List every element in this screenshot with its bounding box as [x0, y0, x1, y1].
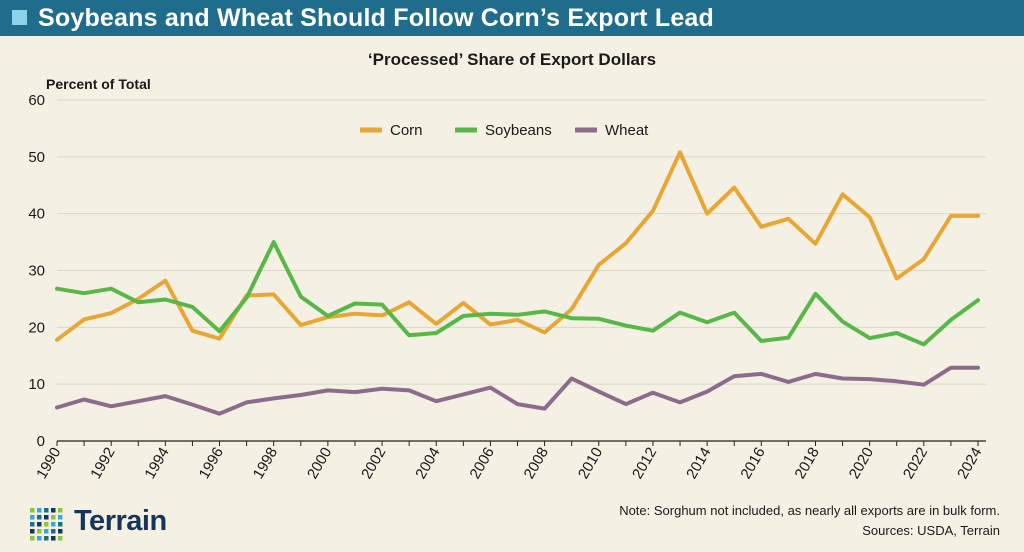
logo-dot — [30, 529, 35, 534]
chart-sources: Sources: USDA, Terrain — [862, 523, 1000, 538]
terrain-logo: Terrain — [28, 505, 218, 542]
x-tick-label: 1990 — [33, 445, 64, 482]
x-tick-label: 1992 — [87, 445, 118, 482]
logo-dot — [51, 508, 56, 513]
logo-dot — [44, 515, 49, 520]
x-tick-label: 2002 — [358, 445, 389, 482]
x-tick-label: 2022 — [900, 445, 931, 482]
logo-dot — [30, 515, 35, 520]
x-tick-label: 2014 — [683, 445, 714, 482]
y-tick-label: 40 — [28, 206, 45, 223]
legend-label-soybeans: Soybeans — [485, 122, 552, 139]
x-tick-label: 2018 — [792, 445, 823, 482]
x-tick-label: 2010 — [575, 445, 606, 482]
x-tick-label: 1994 — [141, 445, 172, 482]
logo-dot — [37, 515, 42, 520]
banner-square-icon — [12, 10, 27, 25]
logo-dot — [44, 508, 49, 513]
x-tick-label: 2020 — [846, 445, 877, 482]
series-line-soybeans — [55, 240, 980, 347]
y-tick-label: 50 — [28, 149, 45, 166]
x-tick-label: 1998 — [250, 445, 281, 482]
logo-dot — [51, 515, 56, 520]
logo-dot — [58, 508, 63, 513]
x-tick-label: 2016 — [737, 445, 768, 482]
x-tick-label: 2012 — [629, 445, 660, 482]
logo-dot — [37, 508, 42, 513]
x-tick-label: 2006 — [466, 444, 497, 481]
y-tick-label: 20 — [28, 319, 45, 336]
series-line-corn — [55, 150, 980, 342]
terrain-logo-icon — [30, 508, 63, 541]
x-tick-label: 2004 — [412, 445, 443, 482]
logo-dot — [58, 529, 63, 534]
y-tick-label: 0 — [37, 433, 45, 450]
logo-dot — [37, 522, 42, 527]
legend-label-corn: Corn — [390, 122, 423, 139]
header-banner: Soybeans and Wheat Should Follow Corn’s … — [0, 0, 1024, 36]
y-tick-label: 60 — [28, 92, 45, 109]
legend-label-wheat: Wheat — [605, 122, 649, 139]
logo-dot — [51, 522, 56, 527]
logo-dot — [44, 522, 49, 527]
x-tick-label: 2008 — [521, 445, 552, 482]
logo-dot — [44, 536, 49, 541]
logo-text: Terrain — [74, 505, 167, 537]
chart-note: Note: Sorghum not included, as nearly al… — [619, 503, 1000, 518]
series-line-wheat — [55, 365, 980, 416]
logo-dot — [51, 529, 56, 534]
x-tick-label: 2024 — [954, 445, 985, 482]
logo-dot — [37, 529, 42, 534]
logo-dot — [37, 536, 42, 541]
y-tick-label: 10 — [28, 376, 45, 393]
x-tick-label: 1996 — [196, 445, 227, 482]
logo-dot — [30, 522, 35, 527]
logo-dot — [58, 536, 63, 541]
logo-dot — [30, 508, 35, 513]
chart-title: ‘Processed’ Share of Export Dollars — [367, 50, 657, 69]
logo-dot — [30, 536, 35, 541]
x-tick-label: 2000 — [304, 445, 335, 482]
logo-dot — [58, 522, 63, 527]
y-axis-title: Percent of Total — [46, 76, 151, 92]
logo-dot — [51, 536, 56, 541]
logo-dot — [58, 515, 63, 520]
page-title: Soybeans and Wheat Should Follow Corn’s … — [38, 4, 714, 32]
logo-dot — [44, 529, 49, 534]
y-tick-label: 30 — [28, 263, 45, 280]
